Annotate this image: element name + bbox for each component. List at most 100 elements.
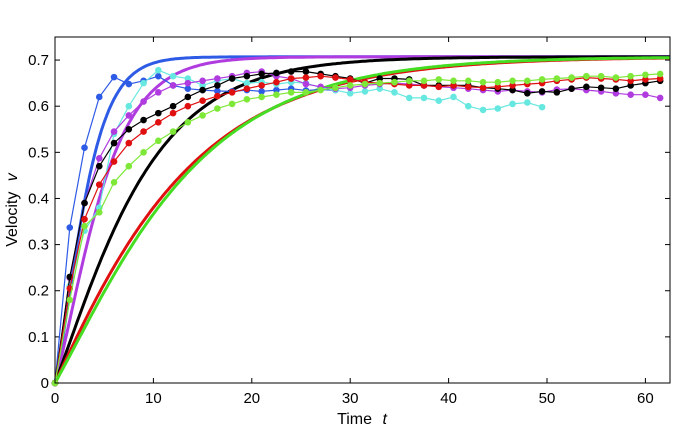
data-point	[125, 80, 133, 88]
data-point	[155, 66, 162, 74]
data-point	[494, 105, 502, 112]
data-point	[376, 75, 384, 82]
y-tick-label: 0.4	[28, 190, 49, 207]
x-tick-label: 0	[51, 390, 59, 407]
y-tick-label: 0.2	[28, 283, 49, 300]
y-axis-label: Velocity v	[4, 172, 21, 247]
data-point	[199, 112, 206, 119]
data-point	[155, 72, 162, 80]
y-tick-label: 0	[41, 375, 49, 392]
data-point	[553, 89, 561, 96]
data-point	[391, 89, 398, 96]
data-point	[435, 76, 443, 83]
data-point	[140, 149, 147, 156]
data-point	[553, 75, 561, 82]
data-point	[376, 79, 384, 87]
data-point	[184, 79, 192, 87]
data-point	[524, 77, 531, 85]
data-point	[95, 181, 103, 188]
data-point	[627, 72, 634, 80]
data-point	[627, 91, 634, 98]
data-point	[332, 84, 339, 92]
data-point	[155, 89, 162, 96]
data-point	[524, 89, 531, 97]
data-point	[184, 93, 192, 101]
data-point	[464, 102, 472, 110]
data-point	[494, 83, 502, 91]
data-point	[243, 95, 251, 103]
x-axis-label-text: Time	[337, 411, 372, 428]
data-point	[273, 91, 280, 98]
x-tick-label: 60	[637, 390, 654, 407]
data-point	[273, 69, 280, 77]
data-point	[199, 77, 206, 85]
data-point	[81, 199, 88, 207]
data-point	[214, 82, 221, 89]
data-point	[287, 75, 295, 82]
data-point	[346, 76, 354, 83]
data-point	[509, 82, 516, 89]
data-point	[538, 103, 546, 111]
data-point	[656, 70, 664, 78]
data-point	[302, 74, 310, 81]
data-point	[302, 89, 310, 96]
data-point	[228, 100, 236, 108]
data-point	[656, 94, 664, 102]
data-point	[273, 78, 280, 86]
data-point	[597, 72, 605, 80]
data-point	[66, 296, 74, 304]
data-point	[627, 77, 634, 85]
data-point	[95, 93, 103, 101]
data-point	[66, 224, 74, 231]
data-point	[140, 98, 147, 105]
data-series-6	[51, 70, 664, 387]
data-point	[405, 77, 413, 85]
data-point	[214, 92, 221, 100]
model-curve-3	[53, 55, 670, 384]
data-point	[125, 112, 133, 119]
data-point	[184, 85, 192, 92]
x-tick-label: 20	[243, 390, 260, 407]
data-point	[524, 99, 531, 106]
data-point	[509, 100, 516, 108]
data-point	[568, 85, 575, 92]
data-point	[597, 84, 605, 92]
data-point	[140, 128, 147, 135]
data-point	[258, 93, 265, 101]
data-point	[110, 179, 118, 186]
y-tick-label: 0.6	[28, 98, 49, 115]
y-tick-label: 0.1	[28, 329, 49, 346]
data-point	[435, 83, 443, 91]
data-point	[464, 77, 472, 85]
data-point	[81, 144, 88, 152]
data-point	[199, 82, 206, 89]
data-point	[509, 86, 516, 94]
x-tick-label: 50	[539, 390, 556, 407]
data-point	[125, 139, 133, 147]
y-tick-label: 0.3	[28, 237, 49, 254]
data-point	[95, 155, 103, 162]
data-point	[140, 116, 147, 124]
data-point	[583, 72, 590, 80]
data-point	[243, 72, 251, 80]
y-tick-label: 0.5	[28, 144, 49, 161]
data-point	[612, 85, 620, 92]
data-point	[642, 76, 649, 83]
data-point	[155, 119, 162, 126]
data-point	[214, 75, 221, 82]
data-point	[391, 78, 398, 86]
y-axis-label-text: Velocity	[4, 192, 21, 247]
data-point	[228, 75, 236, 82]
data-point	[583, 83, 590, 91]
data-point	[361, 88, 369, 95]
data-point	[612, 74, 620, 81]
data-point	[155, 137, 162, 145]
data-point	[273, 86, 280, 94]
data-point	[125, 125, 133, 133]
data-point	[450, 82, 457, 89]
x-tick-label: 10	[145, 390, 162, 407]
data-point	[228, 89, 236, 96]
x-axis-label: Time t	[337, 411, 387, 428]
data-point	[642, 91, 649, 98]
